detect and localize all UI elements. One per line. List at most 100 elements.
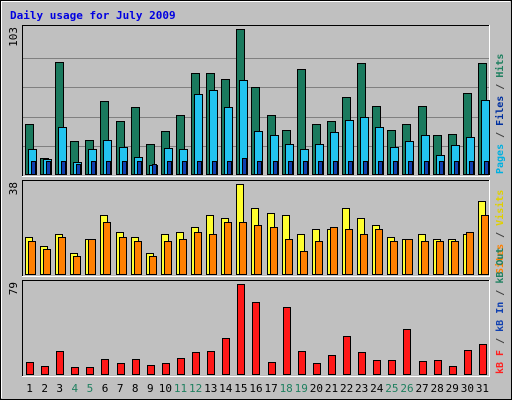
x-tick-label-day-10: 10 — [159, 382, 172, 395]
x-tick-label-day-29: 29 — [446, 382, 459, 395]
chart-title: Daily usage for July 2009 — [10, 9, 176, 22]
bar-kb-f-day-1 — [26, 362, 34, 375]
x-tick-label-day-17: 17 — [264, 382, 277, 395]
bar-pages-day-28 — [439, 161, 444, 175]
legend-entry: kB Out — [495, 248, 506, 284]
x-tick-label-day-21: 21 — [325, 382, 338, 395]
bar-sites-day-28 — [436, 241, 444, 275]
bar-kb-f-day-17 — [268, 362, 276, 375]
x-tick-label-day-14: 14 — [219, 382, 233, 395]
bar-kb-f-day-29 — [449, 366, 457, 375]
x-tick-label-day-5: 5 — [87, 382, 94, 395]
bar-kb-f-day-7 — [117, 363, 125, 375]
bar-pages-day-15 — [242, 158, 247, 175]
bar-pages-day-25 — [393, 161, 398, 175]
bar-sites-day-1 — [28, 241, 36, 275]
bar-kb-f-day-23 — [358, 352, 366, 375]
bar-kb-f-day-15 — [237, 284, 245, 375]
x-tick-label-day-9: 9 — [147, 382, 154, 395]
legend-entry: Sites — [494, 244, 506, 274]
x-tick-label-day-23: 23 — [355, 382, 368, 395]
bar-kb-f-day-8 — [132, 359, 140, 375]
x-tick-label-day-30: 30 — [461, 382, 474, 395]
bar-sites-day-19 — [300, 251, 308, 275]
bar-kb-f-day-18 — [283, 307, 291, 375]
x-axis-day-labels: 1 2 3 4 5 6 7 8 9 10 11 12 13 14 15 16 17 18 19 20 21 22 23 24 2… — [26, 382, 489, 395]
bar-sites-day-7 — [119, 237, 127, 275]
bar-kb-f-day-30 — [464, 350, 472, 375]
bar-kb-f-day-13 — [207, 351, 215, 375]
x-tick-label-day-12: 12 — [189, 382, 202, 395]
bar-sites-day-25 — [390, 241, 398, 275]
x-tick-label-day-4: 4 — [72, 382, 79, 395]
bar-pages-day-16 — [257, 161, 262, 175]
bar-kb-f-day-14 — [222, 338, 230, 375]
legend-entry: / — [495, 78, 506, 96]
bar-pages-day-29 — [454, 161, 459, 175]
x-tick-label-day-2: 2 — [41, 382, 48, 395]
bar-pages-day-2 — [46, 161, 51, 175]
x-tick-label-day-24: 24 — [370, 382, 384, 395]
panel-3: 79 kB F / kB In / kB Out — [7, 248, 506, 377]
bar-kb-f-day-9 — [147, 365, 155, 375]
legend-entry: kB In — [495, 302, 506, 332]
bar-sites-day-13 — [209, 234, 217, 275]
series-legend: Sites / Visits — [494, 190, 506, 274]
bar-kb-f-day-31 — [479, 344, 487, 375]
legend-entry: / — [495, 284, 506, 302]
bar-sites-day-6 — [103, 222, 111, 275]
bar-kb-f-day-26 — [403, 329, 411, 375]
legend-entry: / — [495, 126, 506, 144]
panel-2: 38 Sites / Visits — [7, 180, 506, 277]
bar-sites-day-12 — [194, 232, 202, 275]
bar-pages-day-3 — [61, 161, 66, 175]
bar-sites-day-29 — [451, 241, 459, 275]
bar-pages-day-30 — [469, 161, 474, 175]
bar-sites-day-23 — [360, 234, 368, 275]
bar-pages-day-27 — [424, 161, 429, 175]
bar-pages-day-18 — [288, 161, 293, 175]
x-tick-label-day-26: 26 — [400, 382, 413, 395]
bar-kb-f-day-21 — [328, 355, 336, 375]
bar-pages-day-13 — [212, 161, 217, 175]
series-legend: Pages / Files / Hits — [494, 54, 506, 174]
bar-sites-day-8 — [134, 241, 142, 275]
bar-sites-day-30 — [466, 232, 474, 275]
bar-pages-day-19 — [303, 161, 308, 175]
bar-pages-day-21 — [333, 161, 338, 175]
x-tick-label-day-25: 25 — [385, 382, 398, 395]
bar-pages-day-24 — [378, 161, 383, 175]
bar-pages-day-17 — [273, 161, 278, 175]
x-tick-label-day-27: 27 — [415, 382, 428, 395]
bar-pages-day-8 — [137, 161, 142, 175]
y-axis-max-label: 38 — [7, 182, 20, 195]
bar-sites-day-5 — [88, 239, 96, 275]
x-tick-label-day-16: 16 — [249, 382, 262, 395]
bar-sites-day-18 — [285, 239, 293, 275]
bar-kb-f-day-20 — [313, 363, 321, 375]
bar-kb-f-day-4 — [71, 367, 79, 375]
bar-sites-day-22 — [345, 229, 353, 275]
bar-kb-f-day-25 — [388, 360, 396, 375]
bar-sites-day-15 — [239, 222, 247, 275]
x-tick-label-day-18: 18 — [280, 382, 293, 395]
bar-pages-day-31 — [484, 161, 489, 175]
legend-entry: Visits — [494, 190, 506, 226]
legend-entry: Pages — [495, 144, 506, 174]
bar-kb-f-day-10 — [162, 363, 170, 375]
bar-kb-f-day-12 — [192, 352, 200, 375]
bar-kb-f-day-11 — [177, 358, 185, 375]
legend-entry: Files — [494, 96, 506, 126]
bar-sites-day-24 — [375, 229, 383, 275]
bar-kb-f-day-5 — [86, 367, 94, 375]
bar-pages-day-14 — [227, 161, 232, 175]
x-tick-label-day-20: 20 — [310, 382, 323, 395]
bar-pages-day-1 — [31, 161, 36, 175]
bar-pages-day-12 — [197, 161, 202, 175]
bar-kb-f-day-2 — [41, 366, 49, 375]
bar-pages-day-11 — [182, 161, 187, 175]
bar-pages-day-9 — [152, 164, 157, 175]
x-tick-label-day-7: 7 — [117, 382, 124, 395]
bar-sites-day-20 — [315, 241, 323, 275]
